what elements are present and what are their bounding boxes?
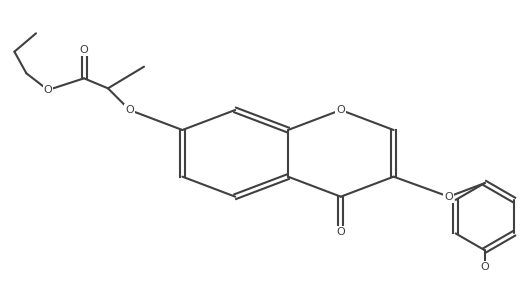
Text: O: O <box>44 85 52 95</box>
Text: O: O <box>445 192 453 202</box>
Text: O: O <box>336 105 345 115</box>
Text: O: O <box>80 45 88 55</box>
Text: O: O <box>480 262 489 272</box>
Text: O: O <box>336 227 345 237</box>
Text: O: O <box>125 105 134 115</box>
